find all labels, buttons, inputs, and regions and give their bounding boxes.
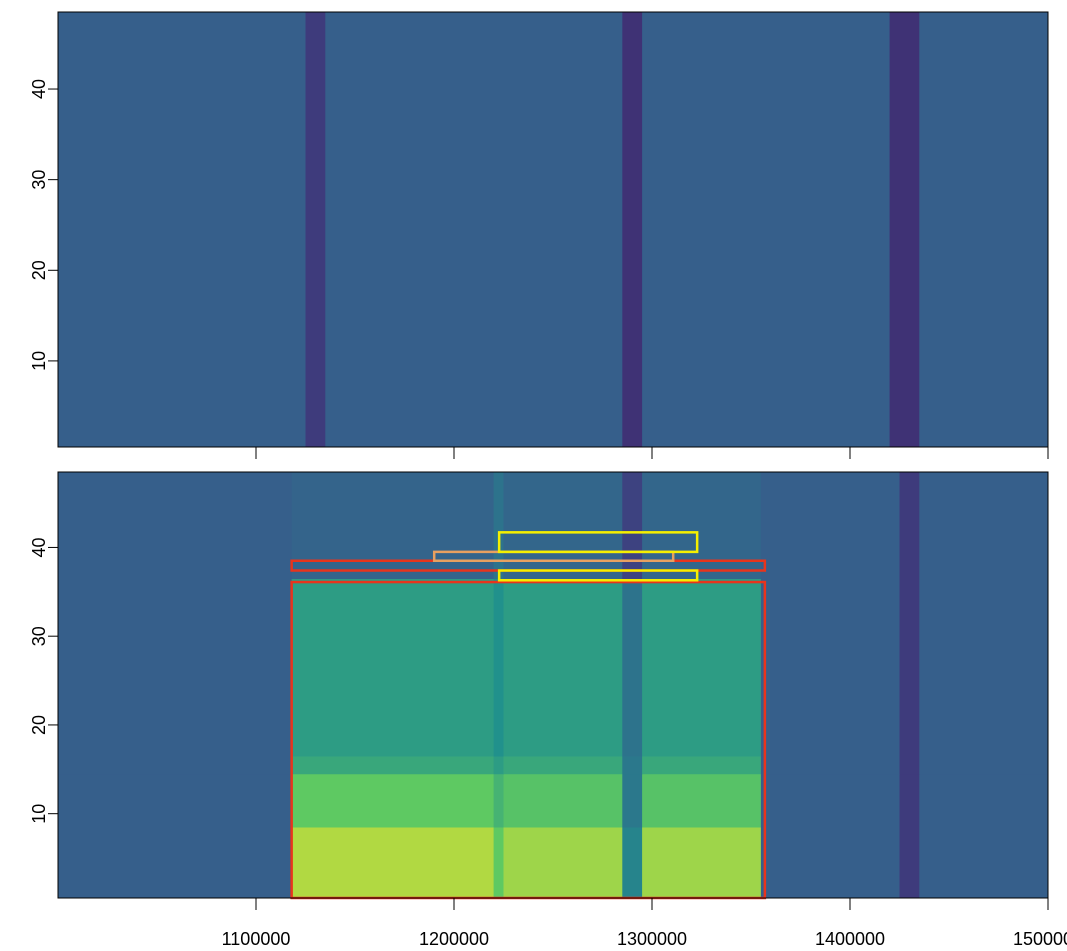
plot-frame xyxy=(57,11,1049,448)
heatmap-cell xyxy=(642,773,762,828)
heatmap-cell xyxy=(919,12,1049,448)
y-tick-label: 30 xyxy=(29,170,49,190)
heatmap-cell xyxy=(760,472,900,579)
heatmap-cell xyxy=(919,756,1049,775)
heatmap-cell xyxy=(622,12,643,448)
heatmap-cell xyxy=(889,12,920,448)
heatmap-cell xyxy=(642,578,762,757)
heatmap-cell xyxy=(291,578,495,757)
heatmap-cell xyxy=(305,12,326,448)
heatmap-cell xyxy=(503,756,623,775)
x-tick-label: 1400000 xyxy=(815,929,885,949)
heatmap-cell xyxy=(58,578,293,757)
heatmap-cell xyxy=(919,578,1049,757)
heatmap-cell xyxy=(503,827,623,899)
plot-frame xyxy=(57,471,1049,899)
heatmap-cell xyxy=(622,773,643,828)
heatmap-cell xyxy=(760,773,900,828)
region-box xyxy=(497,531,699,554)
heatmap-cell xyxy=(325,12,623,448)
heatmap-cell xyxy=(58,12,306,448)
x-tick-label: 1300000 xyxy=(617,929,687,949)
heatmap-cell xyxy=(503,773,623,828)
heatmap-cell xyxy=(899,827,920,899)
region-box xyxy=(497,569,699,582)
heatmap-cell xyxy=(503,578,623,757)
heatmap-cell xyxy=(493,827,504,899)
y-tick-label: 40 xyxy=(29,537,49,557)
heatmap-cell xyxy=(622,578,643,757)
y-tick-label: 40 xyxy=(29,79,49,99)
x-tick-label: 1200000 xyxy=(419,929,489,949)
heatmap-cell xyxy=(760,756,900,775)
heatmap-cell xyxy=(899,578,920,757)
heatmap-cell xyxy=(291,756,495,775)
heatmap-cell xyxy=(642,472,762,579)
heatmap-cell xyxy=(58,756,293,775)
y-tick-label: 10 xyxy=(29,351,49,371)
x-tick-label: 1100000 xyxy=(222,929,291,949)
heatmap-cell xyxy=(58,827,293,899)
heatmap-cell xyxy=(493,756,504,775)
heatmap-cell xyxy=(58,472,293,579)
heatmap-cell xyxy=(760,578,900,757)
heatmap-cell xyxy=(291,472,495,579)
heatmap-cell xyxy=(291,827,495,899)
heatmap-cell xyxy=(919,773,1049,828)
heatmap-cell xyxy=(493,472,504,579)
heatmap-cell xyxy=(622,827,643,899)
heatmap-cell xyxy=(760,827,900,899)
heatmap-cell xyxy=(642,12,891,448)
heatmap-cell xyxy=(899,756,920,775)
heatmap-cell xyxy=(291,773,495,828)
heatmap-cell xyxy=(642,756,762,775)
heatmap-cell xyxy=(493,773,504,828)
heatmap-cell xyxy=(622,472,643,579)
x-tick-label: 1500000 xyxy=(1013,929,1067,949)
y-tick-label: 30 xyxy=(29,626,49,646)
heatmap-cell xyxy=(642,827,762,899)
heatmap-cell xyxy=(899,472,920,579)
heatmap-cell xyxy=(493,578,504,757)
heatmap-cell xyxy=(622,756,643,775)
heatmap-cell xyxy=(58,773,293,828)
y-tick-label: 20 xyxy=(29,260,49,280)
heatmap-cell xyxy=(503,472,623,579)
heatmap-cell xyxy=(919,472,1049,579)
heatmap-cell xyxy=(899,773,920,828)
heatmap-cell xyxy=(919,827,1049,899)
y-tick-label: 20 xyxy=(29,715,49,735)
y-tick-label: 10 xyxy=(29,804,49,824)
